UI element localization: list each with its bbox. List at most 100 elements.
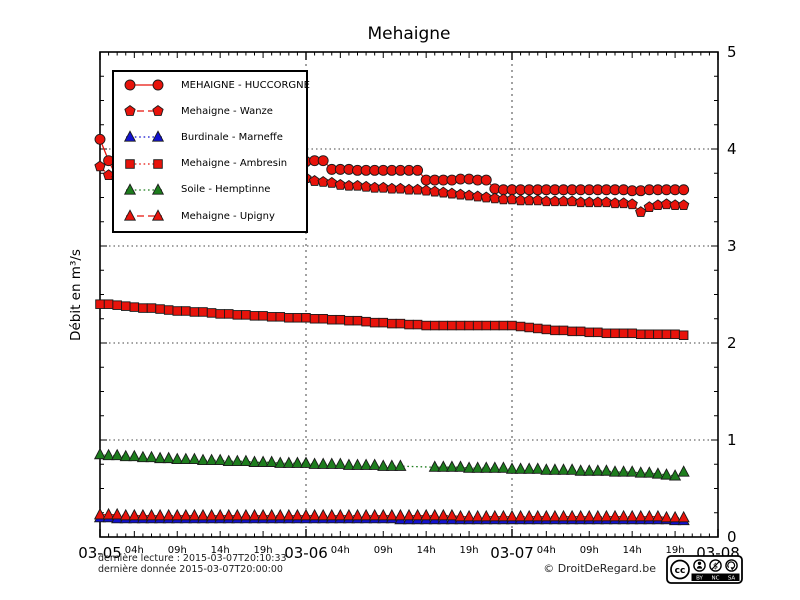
circle-marker: [152, 79, 164, 91]
series-mehaigne-ambresin: [95, 299, 689, 340]
pentagon-marker: [454, 188, 467, 200]
x-day-label: 03-05: [78, 544, 122, 562]
triangle-marker: [608, 465, 622, 477]
triangle-marker: [540, 509, 553, 522]
square-marker: [618, 328, 629, 339]
triangle-marker: [188, 508, 201, 521]
triangle-marker: [566, 463, 579, 475]
triangle-marker: [514, 462, 527, 474]
triangle-marker: [248, 455, 261, 467]
pentagon-marker: [471, 190, 484, 202]
triangle-marker: [548, 509, 561, 522]
triangle-marker: [523, 509, 536, 522]
x-day-label: 03-06: [284, 544, 328, 562]
pentagon-marker: [94, 160, 106, 172]
legend-sample-triangle: [123, 130, 165, 143]
triangle-marker: [463, 509, 476, 522]
triangle-marker: [583, 464, 596, 476]
square-marker: [601, 328, 612, 339]
triangle-marker: [274, 508, 287, 521]
triangle-marker: [334, 457, 347, 469]
x-hour-label: 04h: [537, 545, 556, 556]
pentagon-marker: [506, 193, 518, 205]
legend-item-mehaigne-upigny: Mehaigne - Upigny: [114, 203, 306, 229]
square-marker: [550, 325, 560, 336]
triangle-marker: [248, 508, 261, 521]
circle-marker: [480, 174, 492, 186]
square-marker: [138, 303, 148, 313]
pentagon-marker: [600, 196, 613, 208]
y-tick-label: 4: [727, 140, 737, 158]
cc-nc-label: NC: [712, 575, 720, 581]
triangle-marker: [196, 508, 210, 521]
pentagon-marker: [394, 182, 407, 194]
triangle-marker: [265, 508, 278, 521]
triangle-marker: [394, 508, 407, 521]
circle-marker: [94, 133, 106, 145]
pentagon-marker: [532, 194, 544, 206]
square-marker: [472, 320, 483, 331]
square-marker: [112, 300, 122, 310]
pentagon-marker: [677, 199, 690, 211]
square-marker: [395, 318, 406, 329]
triangle-marker: [239, 508, 252, 521]
square-marker: [412, 319, 423, 330]
triangle-marker: [151, 209, 165, 221]
y-tick-label: 2: [727, 334, 737, 352]
triangle-marker: [291, 508, 304, 521]
non-commercial-icon: [709, 559, 722, 572]
square-marker: [125, 158, 135, 169]
legend-item-label: Mehaigne - Upigny: [181, 210, 275, 222]
triangle-marker: [317, 457, 330, 469]
triangle-marker: [626, 509, 639, 522]
triangle-marker: [454, 509, 467, 522]
square-marker: [636, 329, 646, 340]
x-day-label: 03-07: [490, 544, 534, 562]
triangle-marker: [669, 510, 682, 523]
square-marker: [223, 309, 234, 319]
triangle-marker: [677, 510, 690, 523]
triangle-marker: [123, 130, 137, 143]
y-tick-label: 1: [727, 431, 737, 449]
square-marker: [575, 326, 586, 337]
triangle-marker: [548, 463, 561, 475]
triangle-marker: [299, 456, 313, 468]
circle-marker: [124, 79, 136, 91]
triangle-marker: [308, 457, 321, 469]
square-marker: [404, 319, 414, 330]
triangle-marker: [634, 509, 647, 522]
pentagon-marker: [124, 105, 136, 117]
square-marker: [498, 320, 509, 331]
pentagon-marker: [480, 191, 492, 203]
y-axis-labels: 0 1 2 3 4 5: [727, 43, 737, 546]
triangle-marker: [299, 508, 313, 521]
triangle-marker: [291, 456, 304, 468]
triangle-marker: [102, 507, 115, 520]
x-hour-label: 04h: [125, 545, 144, 556]
pentagon-marker: [429, 185, 441, 197]
square-marker: [447, 320, 457, 331]
triangle-marker: [523, 462, 536, 474]
triangle-marker: [437, 460, 450, 472]
triangle-marker: [325, 508, 338, 521]
triangle-marker: [179, 452, 192, 465]
x-hour-label: 14h: [417, 545, 436, 556]
triangle-marker: [428, 460, 441, 472]
triangle-marker: [145, 450, 158, 463]
cc-icon: [670, 559, 690, 580]
triangle-marker: [282, 508, 295, 521]
triangle-marker: [574, 464, 587, 476]
triangle-marker: [497, 461, 510, 473]
triangle-marker: [360, 458, 373, 470]
triangle-marker: [205, 453, 218, 466]
y-tick-label: 5: [727, 43, 737, 61]
pentagon-marker: [446, 187, 458, 199]
square-marker: [120, 301, 131, 311]
legend-item-burdinale-marneffe: Burdinale - Marneffe: [114, 124, 306, 150]
triangle-marker: [119, 508, 132, 521]
y-tick-label: 0: [727, 528, 737, 546]
x-hour-label: 14h: [623, 545, 642, 556]
x-hour-label: 19h: [666, 545, 685, 556]
triangle-marker: [214, 453, 227, 466]
square-marker: [327, 314, 337, 325]
